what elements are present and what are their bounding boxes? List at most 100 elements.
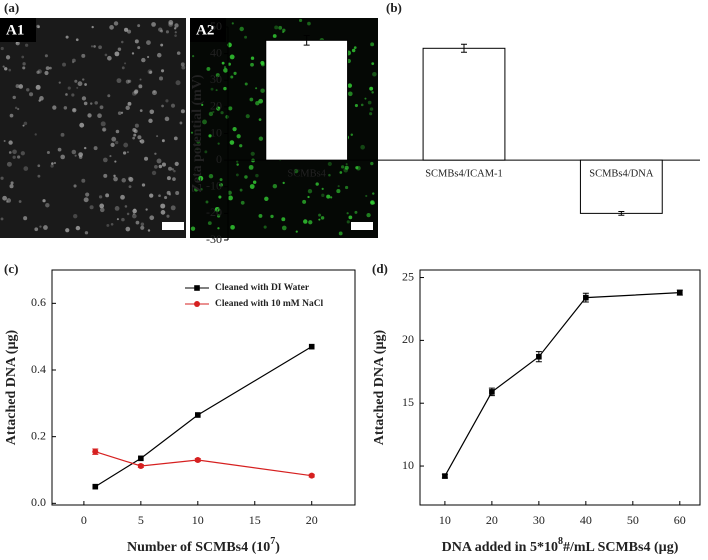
point <box>137 463 144 469</box>
plot-frame <box>51 269 356 506</box>
cell-dot <box>115 129 120 134</box>
category-label: SCMBs4 <box>287 169 326 180</box>
cell-dot <box>110 222 114 226</box>
cell-dot <box>370 42 375 47</box>
cell-dot <box>0 46 4 51</box>
cell-dot <box>81 96 87 101</box>
y-tick-label: 15 <box>402 395 414 409</box>
cell-dot <box>139 109 143 113</box>
cell-dot <box>192 54 195 58</box>
cell-dot <box>181 65 186 70</box>
cell-dot <box>117 111 122 115</box>
image-label: A2 <box>196 22 214 38</box>
y-tick-label: -10 <box>206 179 222 193</box>
cell-dot <box>121 217 125 222</box>
cell-dot <box>18 84 24 89</box>
cell-dot <box>140 225 145 230</box>
cell-dot <box>132 136 136 140</box>
cell-dot <box>307 21 311 26</box>
cell-dot <box>81 178 86 183</box>
cell-dot <box>53 161 57 165</box>
cell-dot <box>258 213 263 218</box>
cell-dot <box>105 193 110 198</box>
cell-dot <box>104 53 108 57</box>
scale-bar <box>351 222 373 230</box>
cell-dot <box>321 187 324 190</box>
cell-dot <box>250 151 255 156</box>
cell-dot <box>372 202 375 205</box>
cell-dot <box>36 70 40 74</box>
cell-dot <box>115 140 119 145</box>
cell-dot <box>109 155 112 158</box>
cell-dot <box>9 113 14 118</box>
cell-dot <box>78 152 83 157</box>
cell-dot <box>303 219 308 224</box>
cell-dot <box>134 123 139 128</box>
cell-dot <box>307 195 310 199</box>
cell-dot <box>154 152 157 155</box>
cell-dot <box>45 203 50 208</box>
y-axis-label: Attached DNA (µg) <box>4 329 19 445</box>
cell-dot <box>369 107 374 111</box>
cell-dot <box>249 97 254 102</box>
cell-dot <box>208 173 214 179</box>
point <box>583 294 589 301</box>
cell-dot <box>37 174 41 178</box>
cell-dot <box>212 110 215 114</box>
cell-dot <box>274 25 279 30</box>
cell-dot <box>83 146 87 150</box>
cell-dot <box>165 30 169 34</box>
cell-dot <box>360 103 364 107</box>
legend-marker <box>194 301 200 307</box>
cell-dot <box>166 190 171 195</box>
cell-dot <box>371 62 375 66</box>
cell-dot <box>196 140 201 144</box>
cell-dot <box>190 131 194 134</box>
cell-dot <box>102 128 106 132</box>
cell-dot <box>230 75 234 79</box>
cell-dot <box>139 78 142 81</box>
y-tick-label: 0.4 <box>31 362 46 376</box>
cell-dot <box>103 173 108 178</box>
cell-dot <box>170 205 176 211</box>
cell-dot <box>221 61 225 65</box>
cell-dot <box>58 81 61 84</box>
cell-dot <box>370 201 374 204</box>
cell-dot <box>133 133 137 137</box>
cell-dot <box>111 136 117 142</box>
cell-dot <box>346 220 350 224</box>
cell-dot <box>245 114 250 119</box>
y-tick-label: 20 <box>402 332 414 346</box>
cell-dot <box>168 22 173 27</box>
cell-dot <box>34 227 39 232</box>
cell-dot <box>255 87 258 90</box>
cell-dot <box>272 183 278 189</box>
cell-dot <box>15 84 20 89</box>
cell-dot <box>215 73 220 78</box>
cell-dot <box>196 147 199 151</box>
cell-dot <box>126 151 129 154</box>
cell-dot <box>164 116 170 122</box>
y-tick-label: 25 <box>402 269 414 283</box>
cell-dot <box>173 169 176 173</box>
cell-dot <box>218 195 222 199</box>
cell-dot <box>239 188 243 192</box>
x-label-text: DNA added in 5*10 <box>442 540 558 555</box>
cell-dot <box>126 212 130 216</box>
cell-dot <box>109 25 114 30</box>
cell-dot <box>152 90 157 96</box>
y-axis-label: Zeta potential (mV) <box>190 74 205 193</box>
cell-dot <box>200 187 203 191</box>
cell-dot <box>366 212 371 218</box>
error-bar <box>618 211 625 216</box>
cell-dot <box>348 215 353 220</box>
point <box>92 448 99 455</box>
cell-dot <box>23 121 28 126</box>
x-tick-label: 10 <box>192 513 204 527</box>
cell-dot <box>149 109 155 115</box>
cell-dot <box>63 106 68 110</box>
cell-dot <box>75 225 81 231</box>
cell-dot <box>369 86 374 91</box>
cell-dot <box>339 171 343 174</box>
cell-dot <box>17 107 20 111</box>
